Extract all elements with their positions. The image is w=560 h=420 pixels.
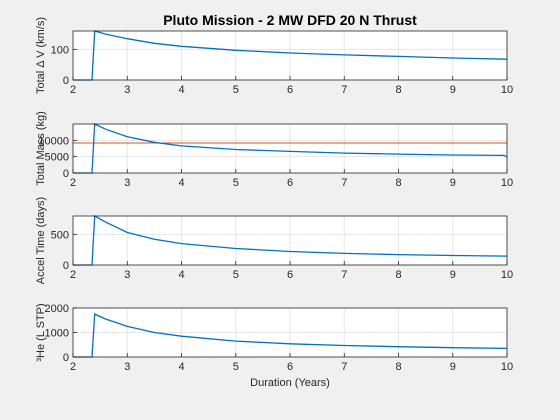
x-tick-label: 6 (287, 84, 293, 96)
y-tick-label: 0 (63, 75, 69, 87)
x-tick-label: 9 (450, 84, 456, 96)
x-tick-label: 5 (233, 361, 239, 373)
x-tick-label: 7 (341, 361, 347, 373)
x-axis-label: Duration (Years) (250, 377, 330, 389)
x-tick-label: 2 (70, 361, 76, 373)
x-tick-label: 3 (124, 84, 130, 96)
y-axis-label: ³He (L STP) (35, 303, 47, 361)
y-tick-label: 1000 (45, 328, 69, 340)
x-tick-label: 3 (124, 361, 130, 373)
x-tick-label: 9 (450, 269, 456, 281)
y-tick-label: 10000 (38, 135, 69, 147)
x-tick-label: 8 (395, 84, 401, 96)
y-axis-label: Accel Time (days) (35, 197, 47, 284)
x-tick-label: 5 (233, 177, 239, 189)
x-tick-label: 7 (341, 269, 347, 281)
x-tick-label: 6 (287, 269, 293, 281)
x-tick-label: 9 (450, 361, 456, 373)
x-tick-label: 8 (395, 361, 401, 373)
x-tick-label: 2 (70, 177, 76, 189)
x-tick-label: 8 (395, 269, 401, 281)
x-tick-label: 2 (70, 269, 76, 281)
x-tick-label: 4 (178, 269, 184, 281)
y-axis-label: Total Mass (kg) (35, 111, 47, 186)
y-tick-label: 500 (51, 229, 69, 241)
series-line (73, 313, 508, 358)
x-tick-label: 7 (341, 177, 347, 189)
x-tick-label: 4 (178, 177, 184, 189)
y-tick-label: 0 (63, 260, 69, 272)
y-tick-label: 0 (63, 168, 69, 180)
series-line (73, 122, 508, 174)
x-tick-label: 2 (70, 84, 76, 96)
x-tick-label: 10 (501, 177, 513, 189)
figure-title: Pluto Mission - 2 MW DFD 20 N Thrust (163, 12, 417, 28)
x-tick-label: 4 (178, 84, 184, 96)
y-axis-label: Total Δ V (km/s) (35, 17, 47, 94)
y-tick-label: 5000 (45, 152, 69, 164)
x-tick-label: 9 (450, 177, 456, 189)
y-tick-label: 100 (51, 44, 69, 56)
x-tick-label: 10 (501, 84, 513, 96)
x-tick-label: 8 (395, 177, 401, 189)
x-tick-label: 5 (233, 269, 239, 281)
x-tick-label: 7 (341, 84, 347, 96)
x-tick-label: 3 (124, 269, 130, 281)
x-tick-label: 6 (287, 361, 293, 373)
x-tick-label: 10 (501, 269, 513, 281)
x-tick-label: 3 (124, 177, 130, 189)
x-tick-label: 4 (178, 361, 184, 373)
x-tick-label: 6 (287, 177, 293, 189)
y-tick-label: 0 (63, 352, 69, 364)
subplot-3: 2 3 4 5 6 7 8 9 10 0 500 Accel Time (days) (35, 197, 513, 284)
x-tick-label: 10 (501, 361, 513, 373)
y-tick-label: 2000 (45, 303, 69, 315)
x-tick-label: 5 (233, 84, 239, 96)
